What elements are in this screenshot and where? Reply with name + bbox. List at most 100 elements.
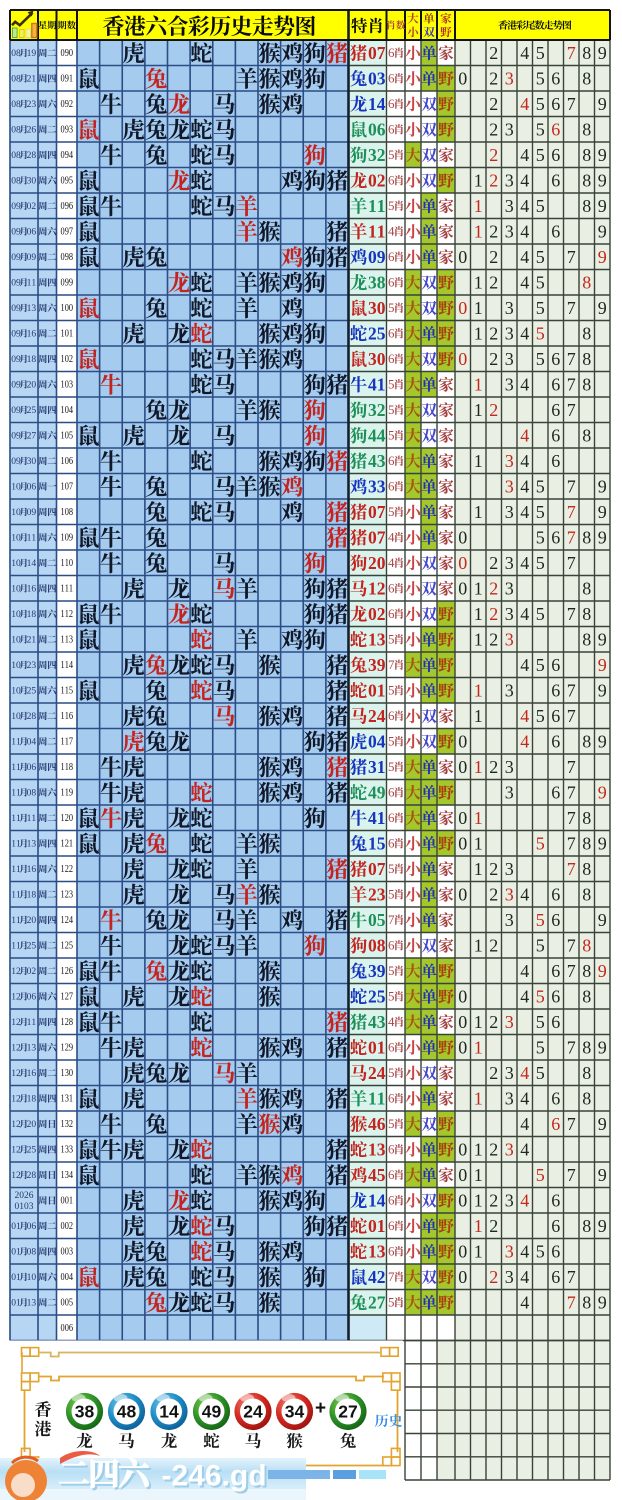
svg-text:26: 26 <box>27 125 37 136</box>
svg-text:1: 1 <box>474 604 483 624</box>
svg-text:11: 11 <box>11 813 21 824</box>
svg-text:2: 2 <box>489 859 498 879</box>
svg-text:6: 6 <box>551 1216 560 1236</box>
svg-text:10: 10 <box>11 609 21 620</box>
svg-text:109: 109 <box>61 533 74 544</box>
svg-text:08: 08 <box>27 788 37 799</box>
svg-text:0: 0 <box>458 298 467 318</box>
svg-text:8: 8 <box>582 732 591 752</box>
svg-text:1: 1 <box>474 859 483 879</box>
svg-text:16: 16 <box>27 584 37 595</box>
svg-text:6: 6 <box>388 708 395 723</box>
svg-text:122: 122 <box>61 864 74 875</box>
svg-text:6: 6 <box>388 785 395 800</box>
svg-text:13: 13 <box>368 629 386 649</box>
svg-text:7: 7 <box>567 757 576 777</box>
svg-text:0: 0 <box>458 987 467 1007</box>
svg-text:28: 28 <box>27 150 37 161</box>
svg-text:13: 13 <box>27 839 37 850</box>
svg-text:3: 3 <box>505 1012 514 1032</box>
svg-text:4: 4 <box>520 196 529 216</box>
svg-text:5: 5 <box>388 428 395 443</box>
svg-text:8: 8 <box>582 43 591 63</box>
svg-text:6: 6 <box>551 885 560 905</box>
svg-text:3: 3 <box>505 910 514 930</box>
svg-text:13: 13 <box>368 1139 386 1159</box>
svg-text:125: 125 <box>61 941 74 952</box>
svg-text:006: 006 <box>61 1323 74 1334</box>
svg-text:18: 18 <box>27 609 37 620</box>
svg-text:12: 12 <box>11 1119 21 1130</box>
svg-text:1: 1 <box>474 1038 483 1058</box>
svg-text:2: 2 <box>489 553 498 573</box>
svg-text:5: 5 <box>388 300 395 315</box>
svg-text:9: 9 <box>598 1293 607 1313</box>
svg-text:8: 8 <box>582 630 591 650</box>
svg-text:110: 110 <box>61 558 74 569</box>
svg-text:4: 4 <box>520 222 529 242</box>
svg-text:0: 0 <box>458 247 467 267</box>
svg-text:46: 46 <box>368 1114 386 1134</box>
svg-text:3: 3 <box>505 69 514 89</box>
svg-text:09: 09 <box>11 354 21 365</box>
svg-text:119: 119 <box>61 788 74 799</box>
svg-text:-246.gd: -246.gd <box>163 1461 268 1494</box>
svg-text:4: 4 <box>520 502 529 522</box>
svg-text:23: 23 <box>368 884 386 904</box>
svg-text:6: 6 <box>551 528 560 548</box>
svg-text:9: 9 <box>598 145 607 165</box>
svg-text:2: 2 <box>489 630 498 650</box>
svg-text:4: 4 <box>520 94 529 114</box>
svg-text:2: 2 <box>489 43 498 63</box>
svg-text:3: 3 <box>505 1063 514 1083</box>
svg-text:10: 10 <box>27 1272 37 1283</box>
svg-text:02: 02 <box>368 604 386 624</box>
svg-text:7: 7 <box>567 1165 576 1185</box>
svg-text:16: 16 <box>27 864 37 875</box>
svg-text:9: 9 <box>598 834 607 854</box>
svg-text:1: 1 <box>474 1216 483 1236</box>
svg-text:6: 6 <box>551 400 560 420</box>
svg-text:7: 7 <box>388 657 395 672</box>
svg-text:2: 2 <box>489 273 498 293</box>
svg-text:2: 2 <box>489 579 498 599</box>
svg-text:5: 5 <box>388 147 395 162</box>
svg-text:0: 0 <box>458 757 467 777</box>
svg-text:3: 3 <box>505 375 514 395</box>
svg-text:4: 4 <box>520 1140 529 1160</box>
svg-text:1: 1 <box>474 1012 483 1032</box>
svg-text:4: 4 <box>520 273 529 293</box>
svg-text:3: 3 <box>505 196 514 216</box>
svg-text:108: 108 <box>61 507 74 518</box>
svg-text:49: 49 <box>368 782 386 802</box>
svg-text:4: 4 <box>520 553 529 573</box>
svg-text:08: 08 <box>11 125 21 136</box>
svg-text:6: 6 <box>388 810 395 825</box>
svg-text:9: 9 <box>598 1165 607 1185</box>
svg-text:4: 4 <box>388 224 395 239</box>
svg-text:005: 005 <box>61 1298 74 1309</box>
svg-text:04: 04 <box>368 731 386 751</box>
svg-text:4: 4 <box>520 1242 529 1262</box>
svg-text:2: 2 <box>489 120 498 140</box>
svg-text:4: 4 <box>388 530 395 545</box>
svg-text:03: 03 <box>368 68 386 88</box>
svg-text:6: 6 <box>388 453 395 468</box>
svg-text:103: 103 <box>61 380 74 391</box>
svg-text:2: 2 <box>489 1191 498 1211</box>
svg-text:12: 12 <box>11 966 21 977</box>
svg-text:3: 3 <box>505 222 514 242</box>
svg-text:3: 3 <box>505 553 514 573</box>
svg-text:5: 5 <box>536 987 545 1007</box>
svg-text:001: 001 <box>61 1196 74 1207</box>
svg-text:124: 124 <box>61 915 74 926</box>
svg-text:2: 2 <box>489 885 498 905</box>
svg-text:0: 0 <box>458 732 467 752</box>
svg-text:7: 7 <box>567 681 576 701</box>
svg-text:6: 6 <box>388 1040 395 1055</box>
svg-text:3: 3 <box>505 1089 514 1109</box>
svg-text:11: 11 <box>11 788 21 799</box>
svg-text:12: 12 <box>368 578 386 598</box>
svg-text:2: 2 <box>489 94 498 114</box>
svg-text:3: 3 <box>505 604 514 624</box>
